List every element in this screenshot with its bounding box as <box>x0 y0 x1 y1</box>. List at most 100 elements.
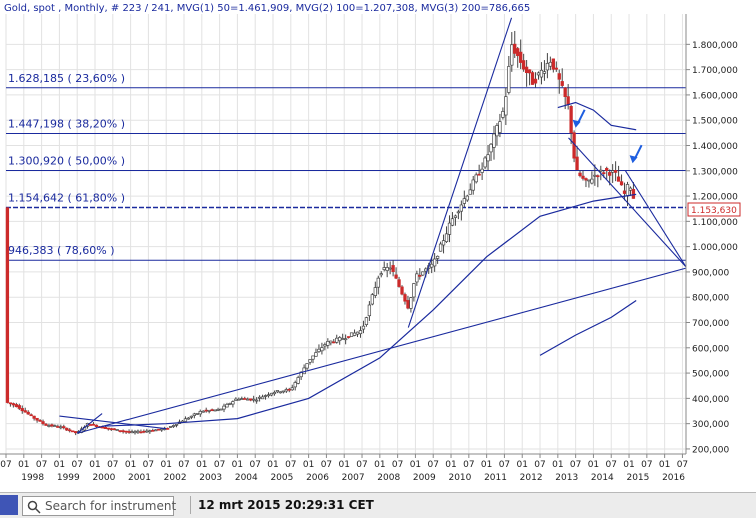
candle-body <box>373 287 377 296</box>
candle-body <box>569 106 573 134</box>
candle-body <box>8 402 13 405</box>
trendline <box>76 413 103 434</box>
candle-body <box>438 243 443 252</box>
candle-body <box>103 426 107 429</box>
candle-body <box>406 300 410 309</box>
y-axis: 200,000 300,000 400,000 500,000 600,000 700,0… <box>686 41 738 455</box>
candle-body <box>88 424 93 426</box>
y-tick-label: 600,000 <box>692 344 729 354</box>
candle-body <box>142 430 146 433</box>
candle-body <box>352 332 357 336</box>
candle-body <box>136 430 140 433</box>
candle-body <box>539 69 544 78</box>
candle-body <box>127 431 131 433</box>
x-tick-label: 07 <box>285 460 296 470</box>
candle-body <box>269 392 274 396</box>
x-tick-label: 01 <box>89 460 100 470</box>
candle-body <box>308 359 312 363</box>
candle-body <box>462 198 466 204</box>
x-tick-label: 07 <box>606 460 617 470</box>
candle-body <box>254 399 259 402</box>
trendline <box>77 267 687 434</box>
x-year-label: 2001 <box>128 473 151 483</box>
price-chart[interactable]: 1.628,185 ( 23,60% ) 1.447,198 ( 38,20% )… <box>0 0 756 490</box>
candle-body <box>174 423 179 426</box>
x-tick-label: 01 <box>54 460 65 470</box>
candle-body <box>343 338 348 341</box>
candle-body <box>400 286 404 295</box>
candle-body <box>545 63 550 71</box>
x-year-label: 2015 <box>626 473 649 483</box>
candle-body <box>171 425 176 427</box>
candle-body <box>341 338 345 340</box>
candle-body <box>130 431 134 434</box>
candle-body <box>605 167 609 172</box>
annotation-arrow-head <box>572 119 581 128</box>
candle-body <box>450 218 455 226</box>
candle-body <box>157 428 161 431</box>
candle-body <box>596 175 600 178</box>
trendlines <box>59 17 687 434</box>
candle-body <box>474 174 478 183</box>
candle-body <box>118 430 122 432</box>
candle-body <box>47 425 51 427</box>
x-tick-label: 07 <box>570 460 581 470</box>
candle-body <box>516 48 520 57</box>
candle-body <box>355 331 360 335</box>
candle-body <box>441 240 446 246</box>
candle-body <box>435 255 440 259</box>
x-year-label: 2009 <box>413 473 436 483</box>
candle-body <box>533 78 538 84</box>
x-tick-label: 07 <box>427 460 438 470</box>
candle-body <box>29 414 33 417</box>
x-tick-label: 01 <box>18 460 29 470</box>
candle-body <box>367 304 372 317</box>
x-tick-label: 07 <box>0 460 11 470</box>
candle-body <box>412 283 416 298</box>
candle-body <box>468 189 472 195</box>
candle-body <box>453 215 458 218</box>
candle-body <box>465 195 469 201</box>
candle-body <box>536 72 541 76</box>
candle-body <box>314 352 318 357</box>
candle-body <box>222 405 226 410</box>
candle-body <box>364 317 369 325</box>
fib-level-label: 1.154,642 ( 61,80% ) <box>8 192 125 205</box>
candle-body <box>495 125 499 137</box>
footer-bar: Search for instrument 12 mrt 2015 20:29:… <box>0 492 756 518</box>
candle-body <box>62 426 66 429</box>
candle-body <box>56 426 60 428</box>
x-tick-label: 01 <box>445 460 456 470</box>
x-tick-label: 07 <box>499 460 510 470</box>
candle-body <box>311 355 315 360</box>
candle-body <box>370 294 374 305</box>
candle-body <box>252 398 256 401</box>
candle-body <box>376 277 380 288</box>
candle-body <box>320 347 324 352</box>
candle-body <box>519 51 523 63</box>
x-tick-label: 07 <box>463 460 474 470</box>
moving-average-line <box>539 300 637 356</box>
candle-body <box>5 207 10 403</box>
candle-body <box>198 411 202 415</box>
search-input[interactable]: Search for instrument <box>22 496 176 516</box>
x-tick-label: 01 <box>338 460 349 470</box>
candle-body <box>587 179 591 182</box>
x-year-label: 2003 <box>199 473 222 483</box>
candle-body <box>527 69 532 74</box>
y-tick-label: 400,000 <box>692 395 729 405</box>
candle-body <box>287 388 291 391</box>
fib-level-label: 946,383 ( 78,60% ) <box>8 244 115 257</box>
candle-body <box>432 258 437 267</box>
candle-body <box>358 330 363 335</box>
candle-body <box>145 430 149 433</box>
x-tick-label: 07 <box>71 460 82 470</box>
candle-body <box>133 431 137 434</box>
x-year-label: 2011 <box>484 473 507 483</box>
x-tick-label: 01 <box>125 460 136 470</box>
x-axis: 07 01 07 01 07 01 07 01 07 01 07 01 07 01 07 01 07 01 07 01… <box>0 454 688 483</box>
moving-average-line <box>557 101 637 131</box>
candle-body <box>459 204 464 212</box>
candle-body <box>266 394 271 397</box>
scroll-left-button[interactable] <box>0 495 18 515</box>
